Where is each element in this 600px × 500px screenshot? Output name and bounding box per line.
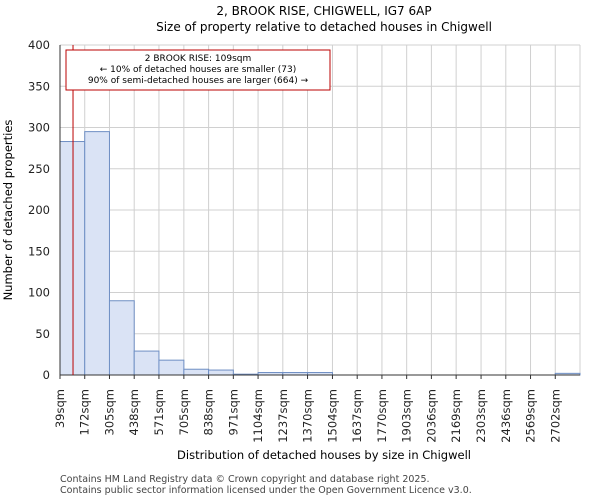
x-tick-label: 705sqm (177, 389, 191, 435)
y-tick-label: 100 (28, 286, 50, 300)
y-tick-label: 150 (28, 244, 50, 258)
bars (59, 131, 581, 376)
x-tick-label: 2702sqm (548, 389, 562, 443)
x-tick-label: 39sqm (53, 389, 67, 428)
bar (59, 141, 86, 376)
bar (183, 368, 210, 376)
footer-line-2: Contains public sector information licen… (60, 485, 472, 496)
annotation: 2 BROOK RISE: 109sqm ← 10% of detached h… (65, 49, 331, 91)
x-tick-label: 1370sqm (301, 389, 315, 443)
y-tick-label: 0 (43, 368, 50, 382)
y-tick-label: 50 (35, 327, 50, 341)
bar (108, 300, 135, 376)
x-tick-label: 2569sqm (524, 389, 538, 443)
y-tick-label: 350 (28, 79, 50, 93)
y-tick-labels: 0 50 100 150 200 250 300 350 400 (28, 38, 50, 382)
annotation-line-3: 90% of semi-detached houses are larger (… (88, 76, 309, 86)
y-tick-label: 200 (28, 203, 50, 217)
x-tick-label: 1104sqm (251, 389, 265, 443)
chart-title-line1: 2, BROOK RISE, CHIGWELL, IG7 6AP (216, 4, 431, 18)
x-tick-label: 172sqm (78, 389, 92, 435)
x-tick-label: 838sqm (202, 389, 216, 435)
x-tick-label: 1770sqm (375, 389, 389, 443)
chart-title-line2: Size of property relative to detached ho… (156, 20, 492, 34)
x-tick-label: 2436sqm (499, 389, 513, 443)
bar (158, 359, 185, 376)
x-tick-labels: 39sqm 172sqm 305sqm 438sqm 571sqm 705sqm 838sq… (53, 389, 562, 443)
annotation-line-2: ← 10% of detached houses are smaller (73… (100, 65, 297, 75)
annotation-box (65, 49, 331, 91)
x-tick-label: 1237sqm (276, 389, 290, 443)
x-tick-label: 1903sqm (400, 389, 414, 443)
x-tick-label: 2169sqm (449, 389, 463, 443)
x-tick-label: 971sqm (226, 389, 240, 435)
bar (84, 131, 110, 376)
grid-lines (59, 44, 581, 376)
x-tick-label: 2303sqm (474, 389, 488, 443)
y-axis-label: Number of detached properties (1, 120, 15, 301)
footer-line-1: Contains HM Land Registry data © Crown c… (60, 474, 430, 485)
x-tick-label: 1504sqm (325, 389, 339, 443)
x-tick-label: 571sqm (152, 389, 166, 435)
x-tick-label: 2036sqm (424, 389, 438, 443)
bar (133, 350, 160, 376)
bar (208, 369, 234, 376)
x-tick-label: 1637sqm (350, 389, 364, 443)
x-tick-label: 305sqm (102, 389, 116, 435)
y-tick-label: 300 (28, 121, 50, 135)
y-tick-label: 250 (28, 162, 50, 176)
x-tick-label: 438sqm (127, 389, 141, 435)
axes (59, 45, 580, 379)
y-tick-label: 400 (28, 38, 50, 52)
annotation-line-1: 2 BROOK RISE: 109sqm (145, 54, 252, 64)
x-axis-label: Distribution of detached houses by size … (177, 448, 471, 462)
